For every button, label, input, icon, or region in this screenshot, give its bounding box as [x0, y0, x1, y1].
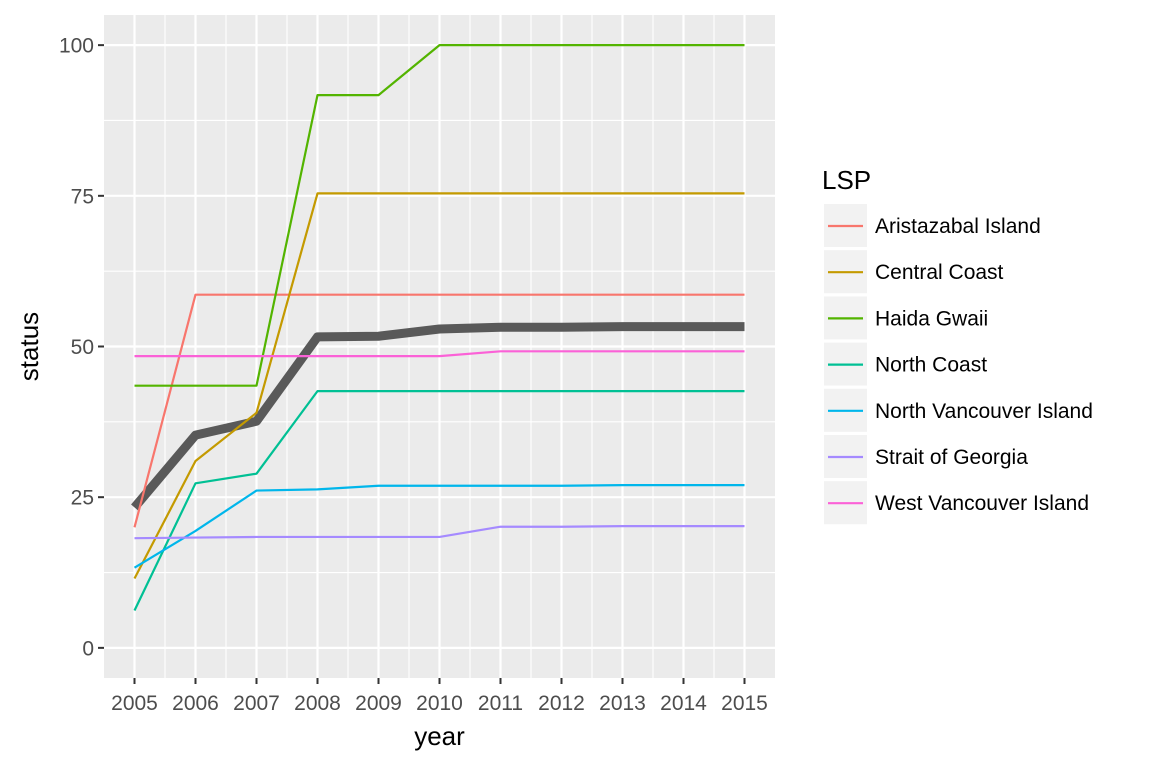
legend-item: Aristazabal Island	[824, 204, 1041, 247]
series-line	[133, 192, 745, 580]
series-line	[134, 525, 745, 540]
y-tick-label: 25	[71, 487, 94, 510]
legend-item: West Vancouver Island	[824, 481, 1089, 525]
legend-label: Strait of Georgia	[875, 446, 1028, 469]
x-tick-label: 2013	[599, 692, 646, 715]
x-tick-label: 2014	[660, 692, 707, 715]
x-tick-label: 2007	[233, 692, 280, 715]
legend: LSP Aristazabal Island Central Coast Haida…	[822, 165, 1093, 525]
y-axis-title: status	[14, 312, 44, 381]
x-tick-label: 2012	[538, 692, 585, 715]
y-tick-label: 0	[82, 637, 94, 660]
major-gridlines	[104, 15, 775, 678]
legend-item: Strait of Georgia	[824, 435, 1028, 478]
y-tick-label: 50	[71, 336, 94, 359]
legend-item: Haida Gwaii	[824, 296, 988, 340]
legend-label: West Vancouver Island	[875, 492, 1089, 515]
x-axis-title: year	[414, 721, 465, 751]
legend-label: Aristazabal Island	[875, 215, 1041, 238]
series-line	[133, 293, 745, 528]
legend-label: North Vancouver Island	[875, 400, 1093, 423]
legend-title: LSP	[822, 165, 871, 195]
series-line	[134, 350, 745, 358]
y-axis: 0 25 50 75 100	[59, 35, 104, 660]
legend-label: North Coast	[875, 354, 987, 377]
legend-item: North Coast	[824, 342, 987, 386]
legend-item: Central Coast	[824, 250, 1004, 294]
overall-series-line	[131, 322, 745, 511]
x-axis: 2005 2006 2007 2008 2009 2010 2011 2012 2013 2014…	[111, 678, 768, 715]
y-tick-label: 75	[71, 185, 94, 208]
x-tick-label: 2005	[111, 692, 158, 715]
x-tick-label: 2015	[721, 692, 768, 715]
series-line	[134, 44, 745, 387]
x-tick-label: 2010	[416, 692, 463, 715]
x-tick-label: 2006	[172, 692, 219, 715]
x-tick-label: 2011	[478, 692, 523, 715]
y-tick-label: 100	[59, 35, 94, 58]
series-line	[133, 484, 745, 569]
legend-label: Haida Gwaii	[875, 307, 988, 330]
series-line	[133, 390, 745, 611]
series-lines	[131, 44, 745, 611]
legend-item: North Vancouver Island	[824, 388, 1093, 432]
x-tick-label: 2008	[294, 692, 341, 715]
x-tick-label: 2009	[355, 692, 402, 715]
legend-label: Central Coast	[875, 261, 1004, 284]
